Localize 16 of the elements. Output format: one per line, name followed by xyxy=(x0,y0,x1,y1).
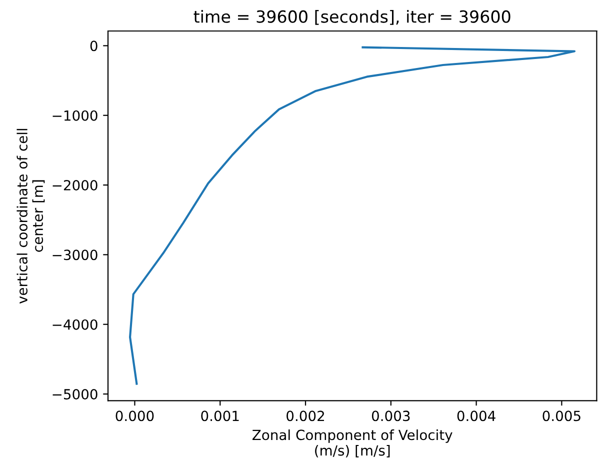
y-tick-label: −5000 xyxy=(52,388,98,400)
x-tick-label: 0.005 xyxy=(542,410,580,422)
x-tick-label: 0.002 xyxy=(286,410,324,422)
line-series xyxy=(128,46,576,385)
chart-title: time = 39600 [seconds], iter = 39600 xyxy=(194,10,510,25)
y-tick-label: −2000 xyxy=(52,180,98,190)
y-tick-label: −1000 xyxy=(52,110,98,121)
x-tick-label: 0.001 xyxy=(201,410,239,422)
x-tick-label: 0.004 xyxy=(457,410,496,422)
x-tick-label: 0.003 xyxy=(372,410,410,422)
y-axis-title: vertical coordinate of cell center [m] xyxy=(16,128,45,304)
y-tick-label: 0 xyxy=(90,40,98,52)
x-axis-title: Zonal Component of Velocity (m/s) [m/s] xyxy=(252,429,452,458)
y-tick-label: −3000 xyxy=(52,250,98,260)
y-tick-label: −4000 xyxy=(52,319,98,330)
x-tick-label: 0.000 xyxy=(116,410,154,422)
